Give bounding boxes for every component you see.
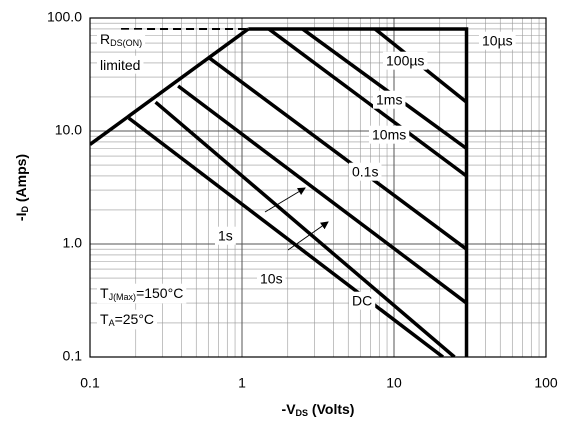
label-background [369, 125, 410, 144]
annotation-text: limited [100, 57, 140, 73]
series-line [90, 27, 250, 146]
y-axis-label-part: -I [13, 213, 29, 222]
series-label: 10µs [482, 33, 513, 49]
y-tick-label: 1.0 [63, 235, 83, 251]
annotation: TA=25°C [100, 311, 154, 329]
series-line [207, 55, 468, 251]
series-label: 1ms [376, 92, 402, 108]
annotation: RDS(ON) [100, 31, 142, 49]
series-line [154, 100, 456, 357]
series-label: DC [352, 293, 372, 309]
series-label: 10s [260, 271, 283, 287]
arrow [287, 221, 329, 251]
series-label: 100µs [386, 53, 424, 69]
annotation: limited [100, 57, 140, 73]
label-background [97, 283, 187, 304]
annotation-sub: DS(ON) [110, 38, 142, 48]
label-background [97, 29, 146, 50]
series-label: 0.1s [352, 164, 378, 180]
labels: 0.1 1 10 100 0.1 1.0 10.0 100.0 -VDS (Volts) -ID … [13, 9, 558, 419]
y-axis-label-part: (Amps) [13, 154, 29, 206]
plot-border [89, 17, 547, 358]
label-background [97, 55, 144, 74]
annotation-sub: A [109, 318, 115, 328]
series-line [177, 84, 468, 305]
y-tick-label: 100.0 [47, 9, 82, 25]
x-axis-label: -VDS (Volts) [282, 401, 355, 419]
label-background [215, 226, 236, 245]
label-background [383, 51, 428, 70]
x-axis-label-part: DS [296, 408, 309, 418]
label-background [349, 162, 382, 181]
annotation-text: T [100, 311, 109, 327]
y-axis-label-part: D [20, 206, 30, 213]
x-tick-label: 1 [238, 375, 246, 391]
label-background [479, 31, 516, 50]
annotation-after: =150°C [136, 285, 183, 301]
y-tick-label: 10.0 [55, 122, 82, 138]
x-tick-label: 0.1 [80, 375, 100, 391]
series-line [267, 27, 468, 178]
x-tick-label: 100 [534, 375, 558, 391]
annotation-text: R [100, 31, 110, 47]
label-background [349, 291, 376, 310]
x-tick-label: 10 [386, 375, 402, 391]
y-axis-label: -ID (Amps) [13, 154, 31, 221]
series-label: 1s [218, 228, 233, 244]
label-background [97, 309, 158, 330]
annotation-text: T [100, 285, 109, 301]
plot-lines [90, 27, 469, 357]
series-line [301, 27, 468, 150]
arrow [264, 187, 306, 213]
x-axis-label-part: -V [282, 401, 297, 417]
annotation-after: =25°C [115, 311, 154, 327]
y-tick-label: 0.1 [63, 348, 83, 364]
annotation: TJ(Max)=150°C [100, 285, 183, 303]
x-axis-label-part: (Volts) [308, 401, 354, 417]
label-background [257, 269, 286, 288]
series-line [127, 116, 445, 357]
label-background [373, 90, 406, 109]
annotation-sub: J(Max) [109, 292, 137, 302]
series-label: 10ms [372, 127, 406, 143]
